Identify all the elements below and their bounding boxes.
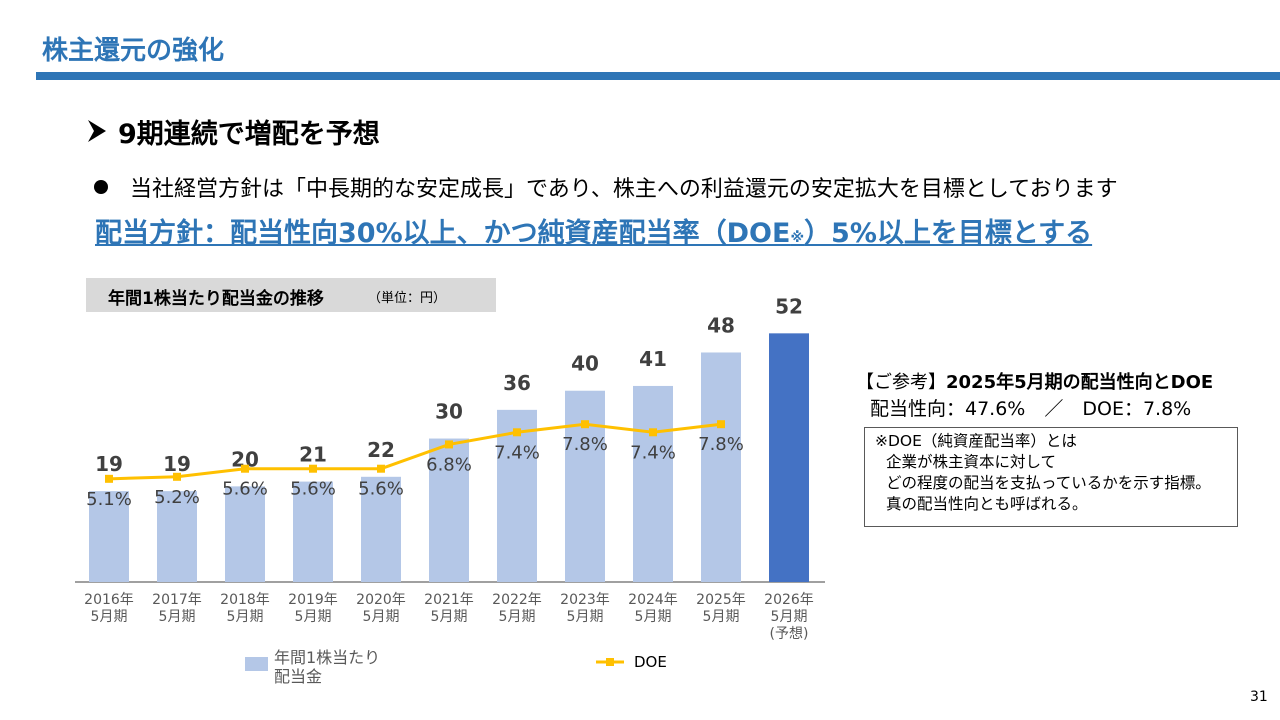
x-tick-label: 5月期 [499,609,536,625]
line-value-label: 6.8% [426,454,472,475]
bar-value-label: 41 [639,347,667,371]
policy-text: 配当方針：配当性向30%以上、かつ純資産配当率（DOE [95,218,791,249]
x-tick-label: 2019年 [288,592,338,608]
line-value-label: 7.8% [698,434,744,455]
line-marker [717,420,725,429]
legend-marker [606,658,614,666]
heading: 9期連続で増配を予想 [118,119,380,150]
chart-unit: （単位：円） [368,291,447,306]
bar [293,481,333,582]
policy: 配当方針：配当性向30%以上、かつ純資産配当率（DOE※）5%以上を目標とする [95,211,1092,250]
line-value-label: 5.6% [290,479,336,500]
bar [565,390,605,582]
legend-swatch [245,657,268,671]
x-tick-label: 2018年 [220,592,270,608]
line-marker [649,428,657,437]
policy-note: ※ [790,230,805,246]
reference-title: 【ご参考】2025年5月期の配当性向とDOE [856,368,1213,394]
x-tick-label: 5月期 [91,609,128,625]
x-tick-label: 2025年 [696,592,746,608]
x-tick-label: 5月期 [227,609,264,625]
line-value-label: 5.2% [154,487,200,508]
legend-label: DOE [634,653,667,671]
line-value-label: 5.6% [358,479,404,500]
line-marker [581,420,589,429]
x-tick-label: 5月期 [159,609,196,625]
bar [701,352,741,582]
x-tick-label: 5月期 [363,609,400,625]
reference-note: 真の配当性向とも呼ばれる。 [886,495,1088,513]
bar [89,491,129,582]
x-tick-label: 5月期 [431,609,468,625]
bar [769,333,809,582]
bar-value-label: 22 [367,438,395,462]
x-tick-label: 5月期 [635,609,672,625]
policy-text: ）5%以上を目標とする [804,218,1093,249]
line [108,422,722,481]
slide-title: 株主還元の強化 [42,36,225,66]
x-tick-label: 5月期 [771,609,808,625]
line-marker [309,464,317,473]
bar-value-label: 30 [435,400,463,424]
bar [633,385,673,582]
bar [225,486,265,582]
line-value-label: 7.4% [494,442,540,463]
legend-label: 年間1株当たり配当金 [274,648,381,686]
bar [361,476,401,582]
reference-note: どの程度の配当を支払っているかを示す指標。 [886,474,1211,492]
x-tick-label: 5月期 [567,609,604,625]
line-marker [241,464,249,473]
bar-value-label: 21 [299,443,327,467]
line-marker [173,472,181,481]
page-number: 31 [1250,689,1268,705]
x-tick-label: 2022年 [492,592,542,608]
line-value-label: 5.1% [86,489,132,510]
heading-arrow [88,120,106,142]
reference-note: 企業が株主資本に対して [886,453,1057,471]
x-tick-label: 2026年 [764,592,814,608]
x-tick-label: 2023年 [560,592,610,608]
x-tick-label: 2020年 [356,592,406,608]
bar [157,491,197,582]
bar-value-label: 19 [95,452,123,476]
line-value-label: 5.6% [222,479,268,500]
line-marker [105,474,113,483]
x-tick-label: 5月期 [295,609,332,625]
line-marker [445,440,453,449]
line-marker [377,464,385,473]
line-marker [513,428,521,437]
bar-value-label: 52 [775,294,803,318]
reference-summary: 配当性向：47.6% ／ DOE：7.8% [870,398,1192,420]
reference-box: ※DOE（純資産配当率）とは企業が株主資本に対してどの程度の配当を支払っているか… [864,427,1238,527]
bullet-dot [94,180,108,194]
bar-value-label: 40 [571,352,599,376]
x-tick-label: 5月期 [703,609,740,625]
bar-value-label: 19 [163,452,191,476]
bar-value-label: 48 [707,313,735,337]
bar [429,438,469,582]
chart-title: 年間1株当たり配当金の推移 [108,289,324,309]
reference-heading: 2025年5月期の配当性向とDOE [946,372,1214,393]
bullet-text: 当社経営方針は「中長期的な安定成長」であり、株主への利益還元の安定拡大を目標とし… [130,177,1118,202]
x-tick-label: 2021年 [424,592,474,608]
bar-value-label: 36 [503,371,531,395]
x-tick-label: (予想) [770,626,809,642]
reference-note: ※DOE（純資産配当率）とは [875,432,1077,450]
line-value-label: 7.8% [562,434,608,455]
x-tick-label: 2016年 [84,592,134,608]
line-value-label: 7.4% [630,442,676,463]
reference-label: 【ご参考】 [856,372,946,393]
title-rule [36,72,1280,80]
bar [497,409,537,582]
x-tick-label: 2024年 [628,592,678,608]
x-tick-label: 2017年 [152,592,202,608]
chart-title-box: 年間1株当たり配当金の推移 （単位：円） [86,278,496,312]
